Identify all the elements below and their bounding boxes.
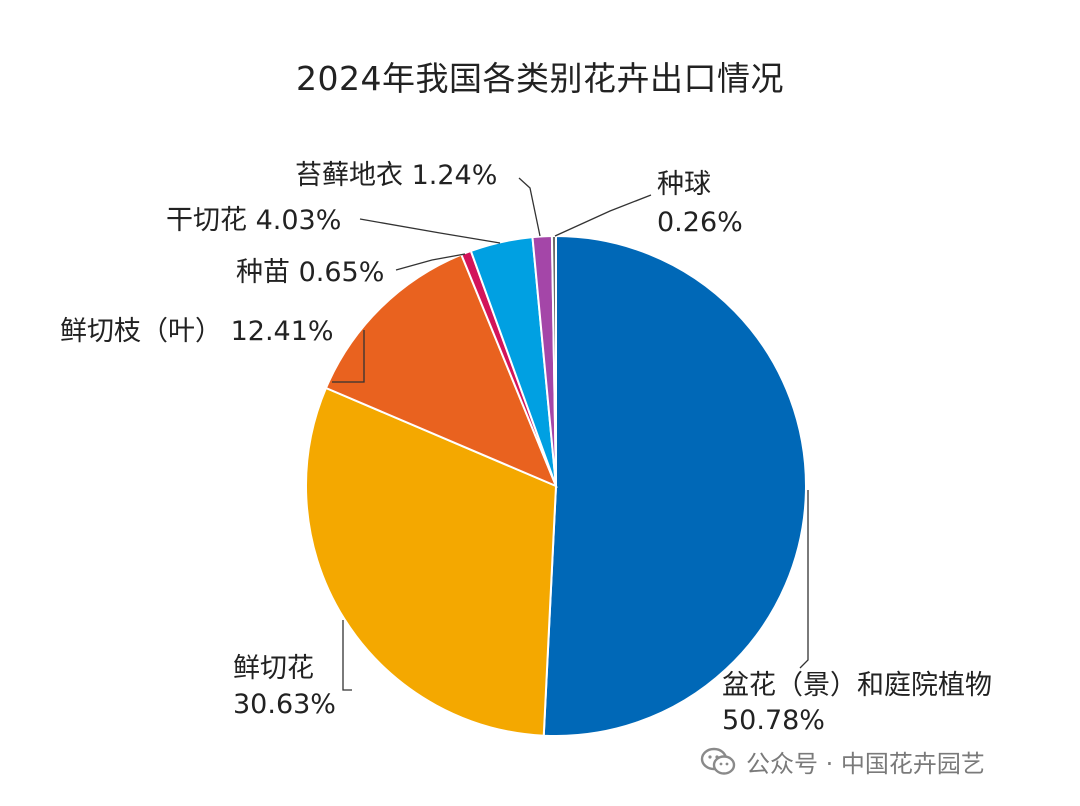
slice-label-seedlings-value: 0.65% — [299, 257, 385, 288]
slice-label-potted-value: 50.78% — [722, 705, 825, 736]
leader-line-fresh-cut-flowers — [342, 620, 352, 691]
slice-label-bulbs-value: 0.26% — [657, 207, 743, 238]
slice-labels: 盆花（景）和庭院植物 50.78% 鲜切花 30.63% 鲜切枝（叶） 12.4… — [60, 160, 992, 736]
slice-label-dried-flowers-name: 干切花 — [166, 205, 247, 236]
slice-label-potted-name: 盆花（景）和庭院植物 — [722, 670, 992, 701]
watermark: 公众号 · 中国花卉园艺 — [700, 744, 985, 779]
slice-label-moss-lichen-name: 苔藓地衣 — [295, 160, 403, 191]
leader-line-dried-flowers — [359, 218, 501, 244]
pie-slices — [305, 234, 807, 737]
pie-slice-2 — [324, 253, 558, 488]
slice-label-fresh-cut-flowers-value: 30.63% — [233, 689, 336, 720]
leader-line-fresh-cut-branches — [332, 330, 365, 383]
slice-label-dried-flowers: 干切花 4.03% — [166, 205, 341, 236]
slice-label-moss-lichen: 苔藓地衣 1.24% — [295, 160, 497, 191]
leader-line-bulbs — [554, 194, 652, 237]
leader-line-moss-lichen — [518, 177, 541, 237]
slice-label-dried-flowers-value: 4.03% — [256, 205, 342, 236]
slice-label-fresh-cut-branches: 鲜切枝（叶） 12.41% — [60, 316, 334, 347]
slice-label-bulbs-name: 种球 — [657, 169, 711, 200]
pie-slice-0 — [542, 234, 807, 737]
chart-title: 2024年我国各类别花卉出口情况 — [296, 59, 784, 98]
slice-label-moss-lichen-value: 1.24% — [412, 160, 498, 191]
wechat-icon — [700, 747, 736, 777]
slice-label-seedlings: 种苗 0.65% — [236, 257, 384, 288]
watermark-text: 公众号 · 中国花卉园艺 — [746, 750, 985, 778]
leader-line-seedlings — [395, 253, 466, 271]
pie-slice-1 — [305, 386, 558, 737]
slice-label-fresh-cut-branches-name: 鲜切枝（叶） — [60, 316, 222, 347]
leader-lines — [332, 177, 809, 691]
slice-label-fresh-cut-branches-value: 12.41% — [231, 316, 334, 347]
slice-label-fresh-cut-flowers-name: 鲜切花 — [233, 653, 314, 684]
leader-line-potted — [799, 490, 809, 669]
slice-label-seedlings-name: 种苗 — [236, 257, 290, 288]
